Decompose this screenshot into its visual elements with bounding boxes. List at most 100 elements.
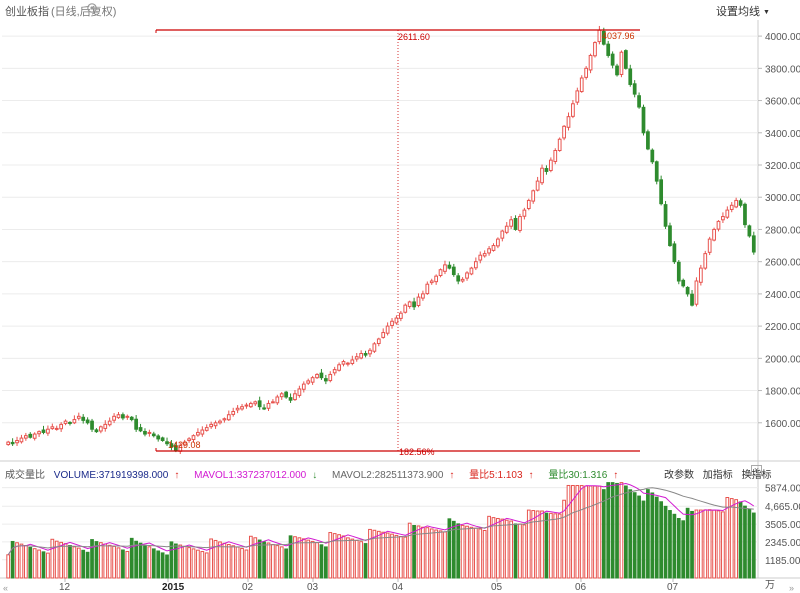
- candle-body: [275, 396, 280, 404]
- volume-bar: [619, 482, 624, 579]
- caret-down-icon: ▼: [763, 9, 770, 16]
- candle: [575, 87, 580, 105]
- volume-bar: [381, 531, 386, 579]
- candle-body: [346, 362, 350, 365]
- volume-bar: [416, 525, 421, 579]
- volume-bar: [438, 530, 443, 579]
- candle: [496, 237, 500, 249]
- mavol2-line: [7, 487, 754, 556]
- candle: [341, 359, 346, 367]
- volume-bar: [398, 535, 403, 579]
- candle-body: [579, 77, 584, 93]
- candle-body: [156, 435, 161, 440]
- candle-body: [562, 125, 566, 139]
- volume-bar: [601, 489, 606, 579]
- candle: [593, 41, 597, 58]
- candle: [544, 165, 549, 175]
- volume-bar: [429, 528, 434, 579]
- volume-bar: [81, 549, 86, 579]
- volume-bar: [513, 523, 518, 579]
- candle-body: [121, 414, 125, 419]
- volume-bar: [32, 548, 37, 579]
- volume-bar: [248, 535, 253, 579]
- candle: [143, 428, 147, 437]
- candle: [98, 425, 103, 434]
- scroll-right-icon[interactable]: »: [789, 583, 795, 593]
- volume-bar: [460, 524, 465, 579]
- volume-legend: 成交量比 VOLUME:371919398.000 ↑ MAVOL1:337237…: [5, 466, 630, 481]
- price-tick-label: 1600.00: [765, 419, 800, 430]
- volume-bar: [509, 520, 514, 579]
- candle-body: [28, 433, 33, 438]
- add-indicator-button[interactable]: 加指标: [702, 470, 733, 481]
- volume-bar: [15, 542, 19, 579]
- candle: [147, 429, 152, 437]
- scroll-left-icon[interactable]: «: [3, 583, 9, 593]
- volume-bar: [385, 532, 390, 579]
- chart-header: 创业板指 (日线,后复权) 设置均线 ▼: [0, 0, 800, 18]
- volume-bar: [659, 501, 664, 579]
- candle: [725, 206, 730, 219]
- volume-bar: [19, 543, 24, 579]
- candle: [747, 224, 752, 238]
- gear-icon[interactable]: [86, 2, 98, 14]
- candle-body: [23, 435, 28, 439]
- candle: [182, 439, 187, 447]
- low-price-label: 1429.08: [168, 440, 201, 450]
- candle-body: [354, 356, 359, 360]
- candle-body: [500, 230, 505, 239]
- candle: [663, 200, 668, 229]
- candle: [654, 160, 659, 185]
- candle: [566, 112, 571, 131]
- candle: [469, 266, 474, 276]
- volume-bar: [129, 537, 134, 579]
- volume-bar: [293, 536, 297, 579]
- candle: [734, 197, 739, 209]
- candle: [328, 371, 333, 383]
- candle: [37, 430, 41, 437]
- candle-body: [262, 407, 266, 410]
- volume-bar: [456, 523, 461, 579]
- candle: [288, 393, 293, 403]
- candle: [681, 278, 686, 288]
- candle-body: [209, 423, 214, 428]
- range-pct-label: 182.56%: [399, 447, 435, 457]
- price-tick-label: 2400.00: [765, 290, 800, 301]
- candle-body: [738, 200, 743, 206]
- volume-bar: [196, 549, 200, 579]
- candle-body: [659, 179, 664, 205]
- volume-bar: [496, 517, 500, 579]
- candle-body: [434, 275, 439, 283]
- close-icon[interactable]: ×: [751, 465, 762, 476]
- time-tick-label: 05: [491, 582, 503, 593]
- candle: [729, 202, 734, 213]
- candle-body: [94, 429, 99, 433]
- candle: [363, 350, 368, 358]
- candle-body: [103, 423, 108, 429]
- candle-body: [469, 267, 474, 275]
- volume-bar: [165, 554, 169, 579]
- candle: [712, 227, 716, 242]
- set-ma-button[interactable]: 设置均线 ▼: [716, 6, 770, 18]
- edit-params-button[interactable]: 改参数: [664, 470, 694, 481]
- candle: [694, 277, 699, 307]
- volume-bar: [363, 543, 368, 579]
- volume-bar: [668, 510, 672, 579]
- volume-bar: [271, 544, 275, 579]
- candle: [257, 396, 262, 410]
- volume-bar: [500, 518, 505, 579]
- candle-body: [301, 383, 306, 390]
- candle-body: [50, 426, 55, 430]
- candle-body: [284, 391, 289, 398]
- candle: [323, 374, 328, 385]
- volume-bar: [50, 538, 55, 579]
- volume-bar: [359, 541, 364, 579]
- volume-bar: [425, 527, 430, 579]
- volume-bar: [200, 551, 205, 579]
- candle-body: [169, 443, 174, 448]
- candle-body: [32, 433, 37, 439]
- candle: [646, 129, 650, 151]
- candle: [346, 361, 350, 367]
- candle-body: [429, 280, 434, 284]
